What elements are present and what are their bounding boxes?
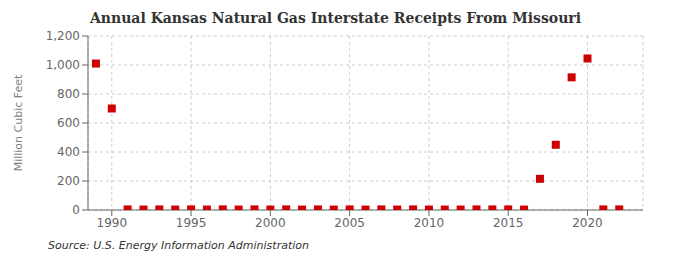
- svg-text:2010: 2010: [414, 216, 445, 230]
- svg-text:1990: 1990: [97, 216, 128, 230]
- svg-text:2005: 2005: [334, 216, 365, 230]
- svg-text:1,000: 1,000: [46, 58, 80, 72]
- svg-text:200: 200: [57, 174, 80, 188]
- svg-text:2000: 2000: [255, 216, 286, 230]
- svg-text:400: 400: [57, 145, 80, 159]
- html-text:Source: U.S. Energy Informatio: Source: U.S. Energy Information Administ…: [48, 239, 309, 252]
- svg-text:0: 0: [72, 203, 80, 217]
- svg-text:2015: 2015: [493, 216, 524, 230]
- svg-text:1995: 1995: [176, 216, 207, 230]
- svg-text:600: 600: [57, 116, 80, 130]
- svg-text:800: 800: [57, 87, 80, 101]
- html-text:Annual Kansas Natural Gas Inte: Annual Kansas Natural Gas Interstate Rec…: [90, 10, 581, 26]
- svg-text:Million Cubic Feet: Million Cubic Feet: [12, 74, 25, 171]
- svg-text:1,200: 1,200: [46, 29, 80, 43]
- svg-text:2020: 2020: [572, 216, 603, 230]
